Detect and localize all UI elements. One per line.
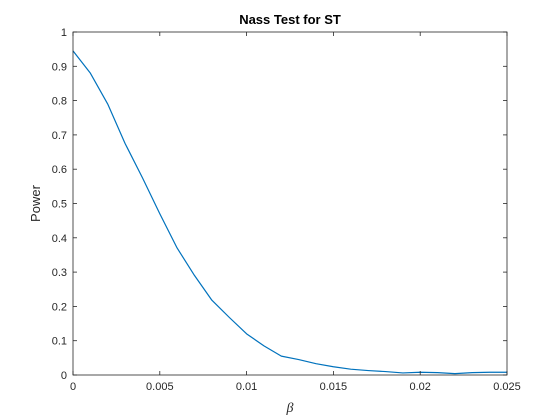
y-tick-label: 0.3 [52,267,67,279]
x-tick-label: 0.015 [320,381,348,393]
tick-layer: 0 0.005 0.01 0.015 0.02 0.025 0 0.1 0.2 0.3 0.4 0.5… [52,27,521,393]
y-tick-label: 0 [61,370,67,382]
x-tick-label: 0.005 [146,381,174,393]
series-line-power [72,50,507,375]
x-tick-label: 0.025 [493,381,521,393]
y-tick-label: 0.2 [52,301,67,313]
plot-background [73,32,507,375]
y-tick-label: 0.1 [52,336,67,348]
y-axis-label: Power [28,184,43,222]
x-axis-label: β [286,401,294,416]
y-tick-label: 0.9 [52,61,67,73]
y-tick-label: 0.4 [52,233,67,245]
y-tick-label: 0.8 [52,96,67,108]
series-layer [72,50,507,375]
y-tick-label: 1 [61,27,67,39]
y-tick-label: 0.5 [52,199,67,211]
chart-title: Nass Test for ST [239,12,341,27]
x-tick-label: 0.02 [409,381,430,393]
y-tick-label: 0.7 [52,130,67,142]
x-tick-label: 0 [70,381,76,393]
x-tick-label: 0.01 [236,381,257,393]
y-tick-label: 0.6 [52,164,67,176]
